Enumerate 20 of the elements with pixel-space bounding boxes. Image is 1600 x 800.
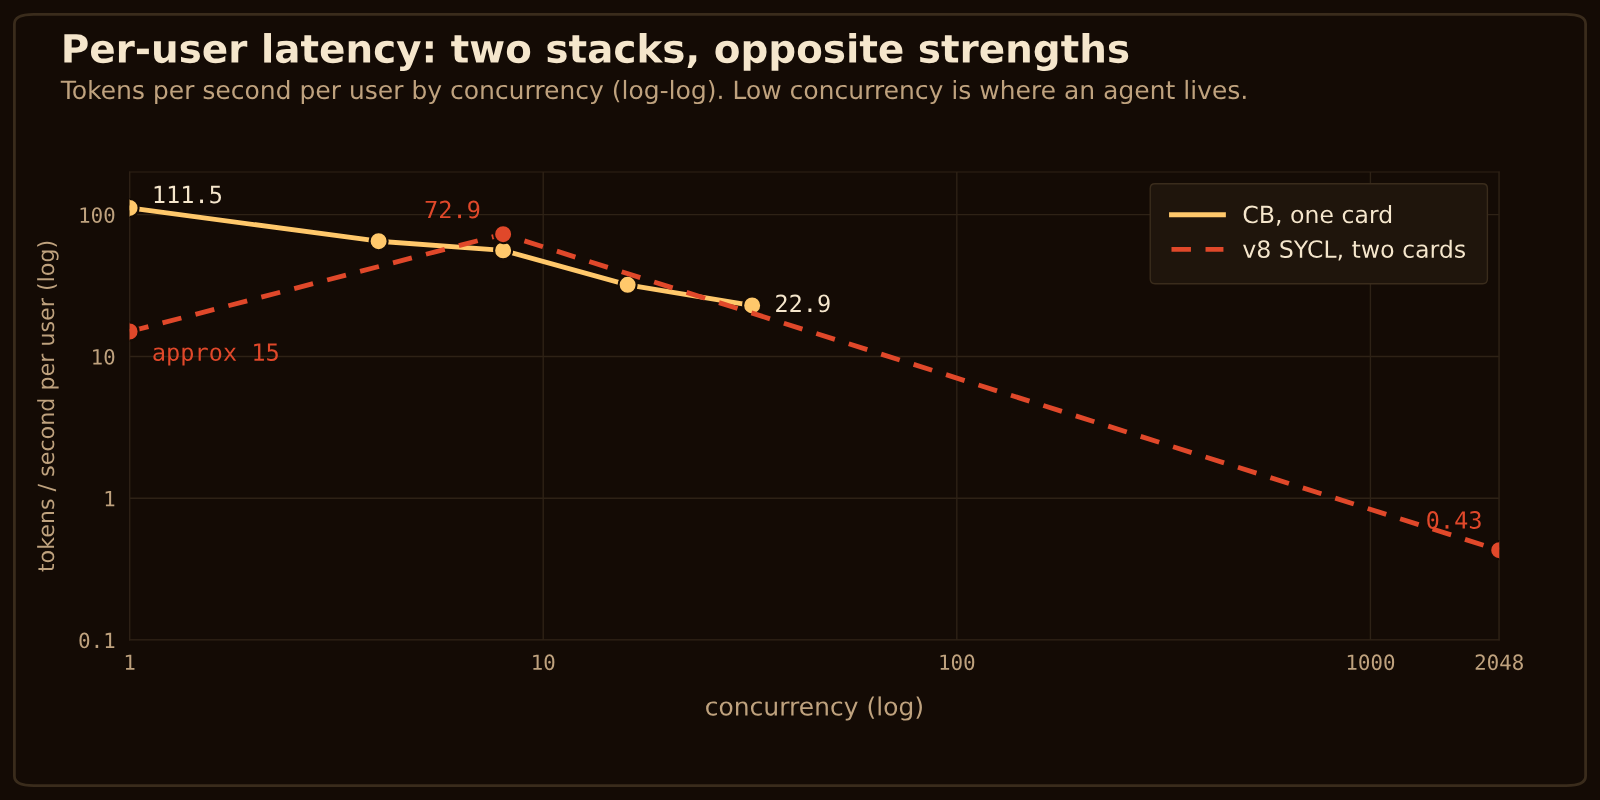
x-tick-label: 1000 [1347, 654, 1395, 671]
x-tick-label: 1 [125, 654, 135, 670]
x-axis-title: concurrency (log) [706, 696, 922, 721]
annotation: 0.43 [1427, 511, 1481, 529]
chart-title: Per-user latency: two stacks, opposite strengths [64, 33, 1129, 71]
y-tick-label: 100 [80, 207, 115, 223]
x-tick-label: 2048 [1475, 654, 1523, 671]
annotation: 22.9 [776, 294, 830, 313]
legend-label: v8 SYCL, two cards [1243, 239, 1465, 261]
annotation: approx 15 [153, 343, 278, 366]
x-tick-label: 100 [940, 654, 975, 671]
chart-subtitle: Tokens per second per user by concurrency (log-log). Low concurrency is where an agent lives. [60, 79, 1246, 105]
y-tick-label: 1 [105, 491, 115, 507]
y-tick-label: 10 [93, 348, 115, 365]
annotation: 72.9 [425, 200, 480, 219]
y-tick-label: 0.1 [79, 632, 115, 649]
y-axis-title: tokens / second per user (log) [37, 241, 59, 572]
legend-label: CB, one card [1243, 205, 1392, 226]
x-tick-label: 10 [533, 654, 555, 671]
annotation: 111.5 [154, 185, 222, 204]
